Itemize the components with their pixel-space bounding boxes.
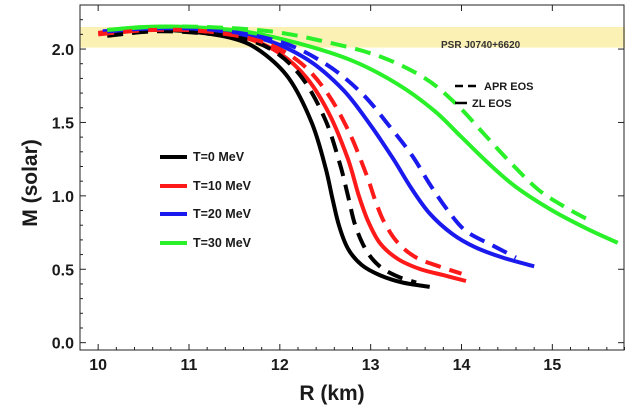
legend-item-t20: T=20 MeV xyxy=(160,207,252,221)
series-t-30-mev-apr xyxy=(107,24,595,225)
y-tick-label: 2.0 xyxy=(52,42,74,59)
y-tick-label: 0.5 xyxy=(52,262,74,279)
x-tick-label: 11 xyxy=(181,357,198,374)
temperature-legend: T=0 MeV T=10 MeV T=20 MeV T=30 MeV xyxy=(160,150,252,250)
y-tick-label: 1.0 xyxy=(52,189,74,206)
x-tick-label: 13 xyxy=(362,357,380,374)
y-tick-label: 1.5 xyxy=(52,115,74,132)
tick-labels: 10 11 12 13 14 15 0.0 0.5 1.0 1.5 2.0 xyxy=(52,5,625,374)
band-label: PSR J0740+6620 xyxy=(441,40,521,51)
x-axis-title: R (km) xyxy=(299,382,364,405)
x-tick-label: 15 xyxy=(543,357,561,374)
legend-label-t10: T=10 MeV xyxy=(193,179,252,193)
legend-label-t0: T=0 MeV xyxy=(193,150,245,164)
x-tick-label: 14 xyxy=(453,357,471,374)
legend-item-apr: APR EOS xyxy=(455,81,534,93)
legend-item-t10: T=10 MeV xyxy=(160,179,252,193)
legend-item-t30: T=30 MeV xyxy=(160,236,252,250)
legend-label-apr: APR EOS xyxy=(484,81,534,93)
legend-label-t20: T=20 MeV xyxy=(193,207,252,221)
legend-item-zl: ZL EOS xyxy=(455,98,512,110)
series-layer xyxy=(98,24,619,289)
eos-legend: APR EOS ZL EOS xyxy=(455,81,534,110)
legend-item-t0: T=0 MeV xyxy=(160,150,245,164)
y-tick-label: 0.0 xyxy=(52,336,74,353)
series-t-20-mev-apr xyxy=(107,26,517,260)
x-tick-label: 12 xyxy=(271,357,289,374)
series-t-0-mev-apr xyxy=(107,29,417,285)
series-t-10-mev-apr xyxy=(98,27,463,276)
x-tick-label: 10 xyxy=(89,357,107,374)
legend-label-t30: T=30 MeV xyxy=(193,236,252,250)
y-axis-title: M (solar) xyxy=(19,139,42,227)
legend-label-zl: ZL EOS xyxy=(472,98,512,110)
